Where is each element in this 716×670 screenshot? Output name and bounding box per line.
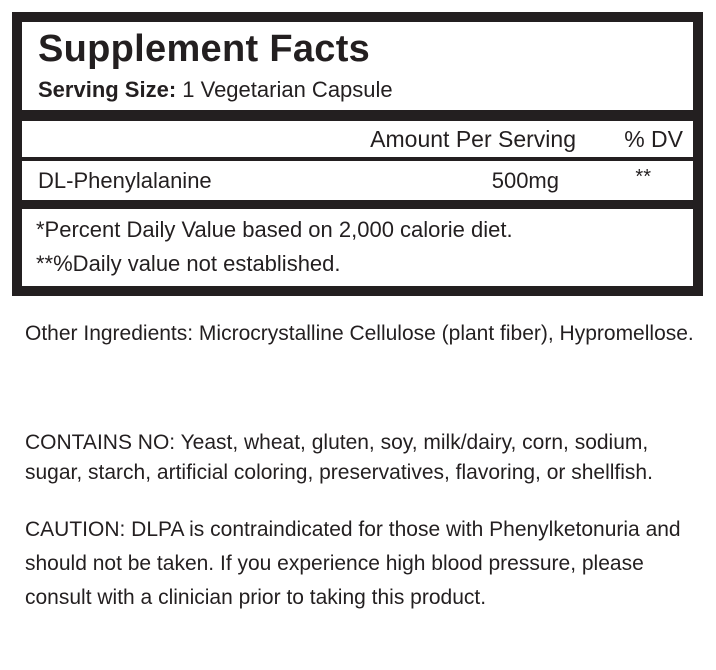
column-header-row: Amount Per Serving % DV bbox=[22, 121, 693, 157]
supplement-facts-panel: Supplement Facts Serving Size: 1 Vegetar… bbox=[12, 12, 703, 296]
footnote: *Percent Daily Value based on 2,000 calo… bbox=[36, 217, 513, 242]
serving-label: Serving Size: bbox=[38, 77, 177, 102]
serving-value: 1 Vegetarian Capsule bbox=[176, 77, 393, 102]
serving-size: Serving Size: 1 Vegetarian Capsule bbox=[38, 77, 393, 103]
ingredient-dv: ** bbox=[635, 166, 651, 188]
footnote: **%Daily value not established. bbox=[36, 251, 341, 276]
header-dv: % DV bbox=[624, 126, 683, 152]
caution: CAUTION: DLPA is contraindicated for tho… bbox=[25, 518, 681, 609]
contains-no: CONTAINS NO: Yeast, wheat, gluten, soy, … bbox=[25, 431, 653, 484]
ingredient-amount: 500mg bbox=[491, 168, 559, 193]
ingredient-name: DL-Phenylalanine bbox=[38, 168, 212, 193]
footnotes: *Percent Daily Value based on 2,000 calo… bbox=[22, 209, 693, 286]
other-ingredients: Other Ingredients: Microcrystalline Cell… bbox=[25, 322, 694, 345]
ingredient-row: DL-Phenylalanine 500mg ** bbox=[22, 161, 693, 200]
facts-header: Supplement Facts Serving Size: 1 Vegetar… bbox=[22, 22, 693, 110]
facts-title: Supplement Facts bbox=[38, 28, 371, 70]
header-amount: Amount Per Serving bbox=[370, 126, 576, 152]
